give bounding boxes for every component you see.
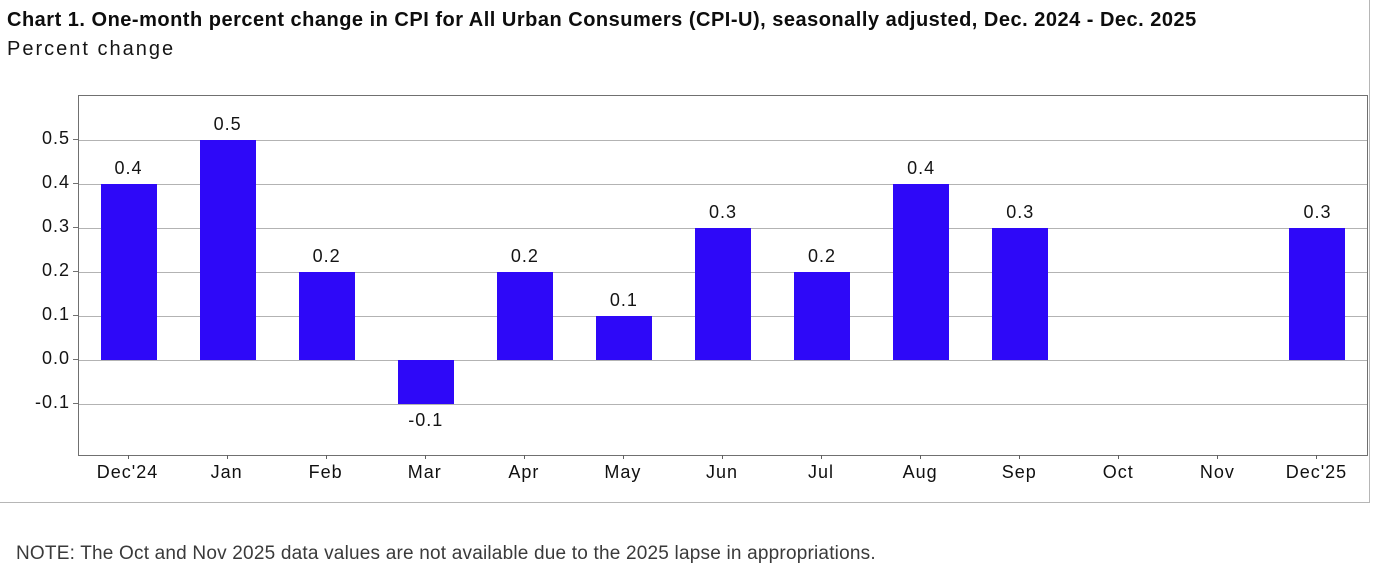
y-tick-label: 0.3 bbox=[41, 216, 70, 237]
bar-Dec'24 bbox=[100, 184, 157, 361]
bar-value-label-May: 0.1 bbox=[609, 290, 638, 311]
bar-Mar bbox=[397, 360, 454, 405]
x-axis-tick bbox=[523, 455, 525, 459]
x-axis-tick bbox=[622, 455, 624, 459]
bar-Sep bbox=[992, 228, 1049, 361]
x-axis-tick bbox=[1316, 455, 1318, 459]
y-tick-label: 0.4 bbox=[41, 172, 70, 193]
x-tick-label-Nov: Nov bbox=[1199, 462, 1235, 482]
x-axis-tick bbox=[226, 455, 228, 459]
x-axis-tick bbox=[920, 455, 922, 459]
gridline-0.0 bbox=[79, 359, 1367, 361]
y-axis-notch bbox=[73, 315, 78, 317]
y-tick-label: 0.5 bbox=[41, 128, 70, 149]
bar-Jul bbox=[794, 272, 851, 361]
x-axis-tick-labels: Dec'24 Jan Feb Mar Apr May Jun Jul Aug Sep Oct Nov D… bbox=[78, 462, 1366, 488]
bar-value-label-Mar: -0.1 bbox=[408, 410, 444, 431]
y-axis-notch bbox=[73, 359, 78, 361]
bar-May bbox=[595, 316, 652, 361]
bar-value-label-Sep: 0.3 bbox=[1006, 202, 1035, 223]
gridline--0.1 bbox=[79, 403, 1367, 405]
x-axis-tick bbox=[821, 455, 823, 459]
bar-Jan bbox=[199, 140, 256, 361]
x-axis-tick bbox=[1217, 455, 1219, 459]
gridline-0.4 bbox=[79, 183, 1367, 185]
y-axis-title: Percent change bbox=[7, 38, 176, 60]
x-axis-tick bbox=[424, 455, 426, 459]
y-axis-notch bbox=[73, 183, 78, 185]
x-tick-label-Jul: Jul bbox=[808, 462, 835, 482]
x-tick-label-Aug: Aug bbox=[902, 462, 938, 482]
y-tick-label: 0.2 bbox=[41, 260, 70, 281]
x-tick-label-May: May bbox=[604, 462, 642, 482]
x-tick-label-Sep: Sep bbox=[1001, 462, 1037, 482]
y-axis-tick-labels: 0.5 0.4 0.3 0.2 0.1 0.0 -0.1 bbox=[0, 95, 70, 454]
x-axis-tick bbox=[1019, 455, 1021, 459]
chart-figure: Chart 1. One-month percent change in CPI… bbox=[0, 0, 1370, 503]
x-axis-tick bbox=[325, 455, 327, 459]
y-tick-label: -0.1 bbox=[34, 392, 70, 413]
x-tick-label-Apr: Apr bbox=[508, 462, 540, 482]
chart-title: Chart 1. One-month percent change in CPI… bbox=[7, 9, 1197, 31]
y-axis-notch bbox=[73, 403, 78, 405]
bar-value-label-Jan: 0.5 bbox=[213, 114, 242, 135]
x-tick-label-Mar: Mar bbox=[407, 462, 442, 482]
plot-area: 0.4 0.5 0.2 -0.1 0.2 0.1 0.3 0.2 0.4 0.3 0.3 bbox=[78, 95, 1368, 456]
gridline-0.5 bbox=[79, 139, 1367, 141]
x-tick-label-Dec'24: Dec'24 bbox=[96, 462, 159, 482]
bar-Jun bbox=[695, 228, 751, 361]
y-axis-notch bbox=[73, 271, 78, 273]
bar-Aug bbox=[893, 184, 950, 361]
x-tick-label-Jun: Jun bbox=[705, 462, 739, 482]
bar-value-label-Apr: 0.2 bbox=[510, 246, 539, 267]
bar-Dec'25 bbox=[1289, 228, 1346, 361]
x-axis-ticks bbox=[78, 455, 1366, 460]
y-axis-notch bbox=[73, 139, 78, 141]
bar-value-label-Aug: 0.4 bbox=[907, 158, 936, 179]
bar-Feb bbox=[298, 272, 355, 361]
note-text: NOTE: The Oct and Nov 2025 data values a… bbox=[16, 543, 876, 564]
bar-value-label-Jul: 0.2 bbox=[808, 246, 837, 267]
x-tick-label-Dec'25: Dec'25 bbox=[1285, 462, 1348, 482]
y-tick-label: 0.1 bbox=[41, 304, 70, 325]
x-tick-label-Jan: Jan bbox=[210, 462, 243, 482]
x-axis-tick bbox=[722, 455, 723, 459]
x-tick-label-Feb: Feb bbox=[308, 462, 343, 482]
x-axis-tick bbox=[127, 455, 129, 459]
bar-value-label-Jun: 0.3 bbox=[708, 202, 738, 223]
y-axis-notch bbox=[73, 227, 78, 229]
y-tick-label: 0.0 bbox=[41, 348, 70, 369]
bar-value-label-Feb: 0.2 bbox=[312, 246, 341, 267]
bar-Apr bbox=[496, 272, 553, 361]
bar-value-label-Dec'24: 0.4 bbox=[114, 158, 143, 179]
x-axis-tick bbox=[1118, 455, 1120, 459]
bar-value-label-Dec'25: 0.3 bbox=[1303, 202, 1332, 223]
x-tick-label-Oct: Oct bbox=[1102, 462, 1134, 482]
